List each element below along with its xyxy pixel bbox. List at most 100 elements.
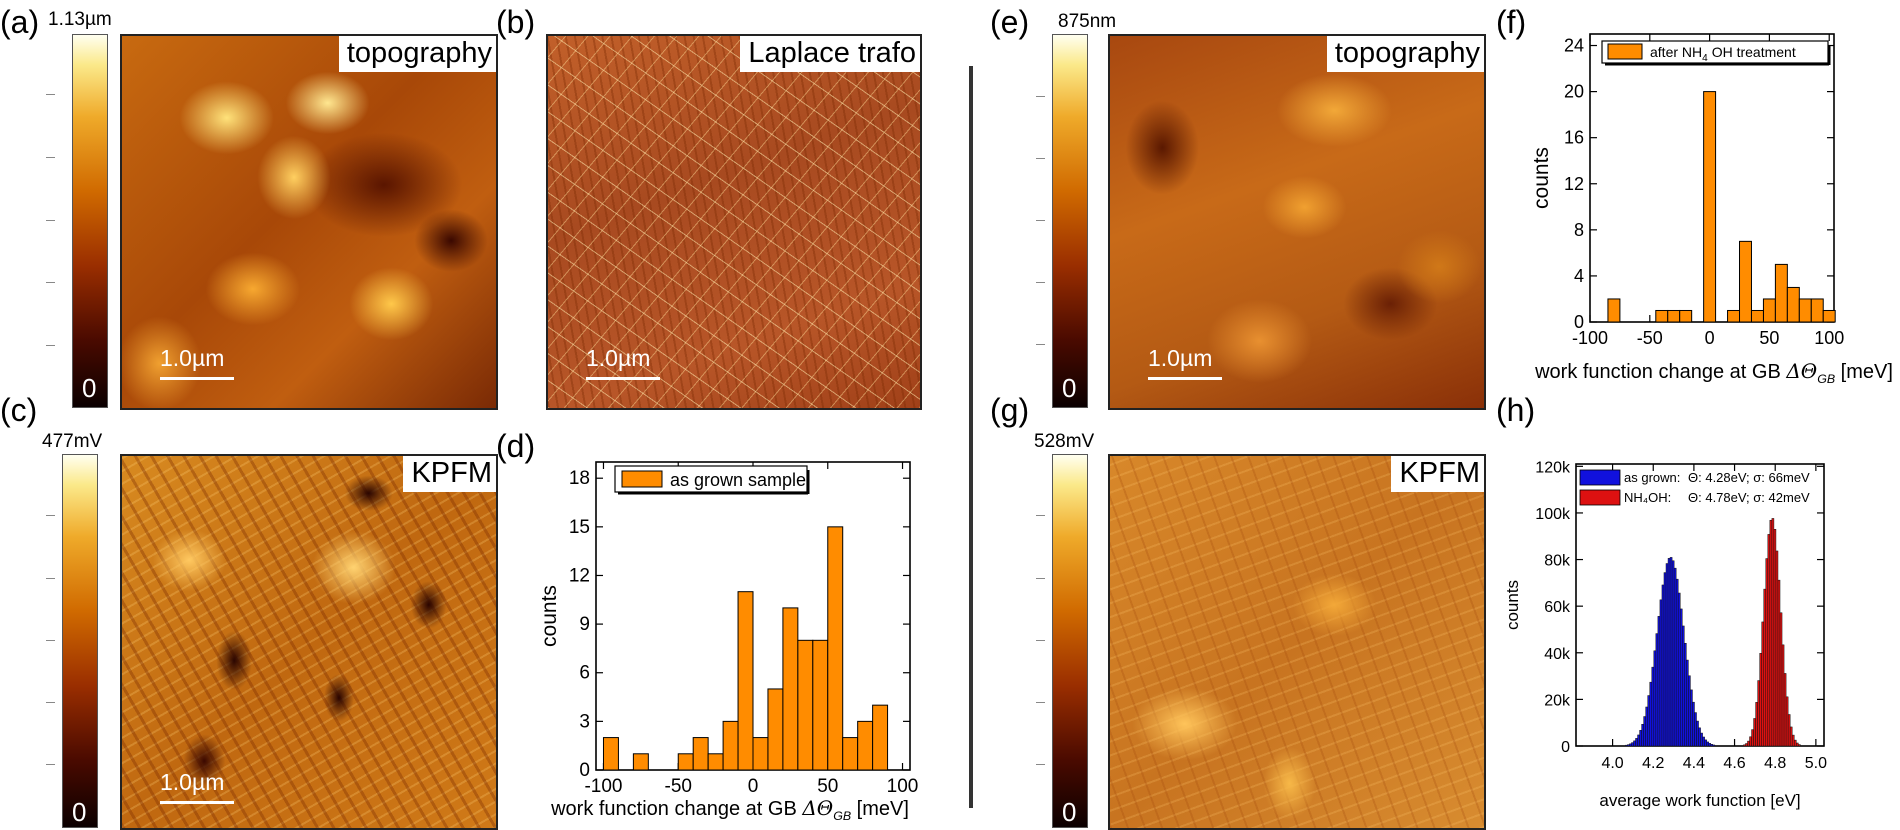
colorbar-min-c: 0 <box>72 797 87 827</box>
y-tick-label: 15 <box>569 517 590 538</box>
histogram-bar <box>1682 625 1685 747</box>
scalebar-label-c: 1.0µm <box>160 769 225 795</box>
histogram-bar <box>1700 732 1703 747</box>
scalebar-c <box>160 801 234 804</box>
histogram-bar <box>1684 643 1687 747</box>
colorbar-g: 0 <box>1052 454 1088 828</box>
histogram-bar <box>1761 621 1764 747</box>
y-tick-label: 0 <box>579 760 590 781</box>
colorbar-max-c: 477mV <box>42 431 103 452</box>
x-tick-label: 4.6 <box>1723 755 1745 772</box>
x-tick-label: 100 <box>887 776 919 797</box>
histogram-bar <box>1708 743 1711 747</box>
laplace-image-b: Laplace trafo 1.0µm <box>546 34 922 410</box>
histogram-bar <box>1667 558 1671 747</box>
histogram-bar <box>1710 744 1714 747</box>
histogram-bar <box>1763 588 1767 747</box>
legend-swatch <box>1579 469 1621 486</box>
scalebar-b <box>586 377 660 380</box>
image-title-g: KPFM <box>1391 456 1484 492</box>
histogram-bar <box>842 737 859 771</box>
y-tick-label: 80k <box>1544 553 1571 570</box>
histogram-bar <box>1793 739 1797 747</box>
y-tick-label: 100k <box>1535 506 1571 523</box>
histogram-bar <box>1783 673 1787 747</box>
y-tick-label: 60k <box>1544 599 1571 616</box>
legend-label: after NH4 OH treatment <box>1650 44 1796 64</box>
histogram-bar <box>872 704 889 771</box>
histogram-bar <box>1750 309 1764 323</box>
histogram-bar <box>1651 666 1655 747</box>
x-tick-label: -50 <box>665 776 692 797</box>
histogram-bar <box>1757 680 1760 747</box>
histogram-bar <box>1765 558 1769 747</box>
histogram-bar <box>1739 240 1752 323</box>
panel-label-b: (b) <box>496 4 536 40</box>
histogram-bar <box>1747 740 1750 747</box>
panel-divider <box>969 66 973 808</box>
image-title-b: Laplace trafo <box>740 36 920 72</box>
histogram-bar <box>1639 730 1642 747</box>
y-tick-label: 4 <box>1574 266 1584 286</box>
histogram-bar <box>1669 557 1673 747</box>
y-tick-label: 0 <box>1574 312 1584 332</box>
legend-series-name: as grown: <box>1624 470 1680 485</box>
x-tick-label: -100 <box>584 776 622 797</box>
histogram-bar <box>767 688 784 771</box>
panel-label-h: (h) <box>1496 392 1536 428</box>
colorbar-min-e: 0 <box>1062 373 1077 403</box>
topography-image-e: topography 1.0µm <box>1108 34 1486 410</box>
histogram-bar <box>1791 734 1795 747</box>
histogram-bar <box>1655 633 1659 747</box>
image-title-e: topography <box>1326 36 1484 72</box>
x-tick-label: 4.8 <box>1764 755 1786 772</box>
histogram-bar <box>1647 695 1650 747</box>
y-tick-label: 40k <box>1544 646 1571 663</box>
histogram-bar <box>1751 729 1754 747</box>
histogram-bar <box>632 753 649 771</box>
histogram-bar <box>1649 681 1653 747</box>
scalebar-label-b: 1.0µm <box>586 345 651 371</box>
histogram-bar <box>1775 550 1779 747</box>
panel-label-f: (f) <box>1496 4 1527 40</box>
histogram-bar <box>812 639 829 771</box>
y-tick-label: 120k <box>1535 459 1571 476</box>
histogram-bar <box>1657 616 1661 747</box>
x-axis-label: work function change at GB ΔΘGB [meV] <box>550 796 909 823</box>
histogram-bar <box>1777 579 1781 747</box>
colorbar-c: 0 <box>62 454 98 828</box>
histogram-bar <box>1785 696 1789 747</box>
histogram-bar <box>602 737 619 771</box>
kpfm-image-c: KPFM 1.0µm <box>120 454 498 830</box>
legend-series-name: NH₄OH: <box>1624 490 1671 505</box>
x-tick-label: 50 <box>1759 328 1779 348</box>
x-tick-label: 4.0 <box>1601 755 1623 772</box>
histogram-bar <box>1706 741 1709 747</box>
histogram-bar <box>782 607 799 771</box>
histogram-bar <box>1703 91 1717 323</box>
histogram-bar <box>1673 567 1677 747</box>
histogram-bar <box>1631 742 1634 747</box>
y-tick-label: 0 <box>1561 739 1570 756</box>
histogram-bar <box>1690 689 1693 747</box>
x-tick-label: -50 <box>1637 328 1663 348</box>
histogram-bar <box>1643 716 1646 747</box>
y-tick-label: 8 <box>1574 220 1584 240</box>
histogram-bar <box>1641 723 1644 747</box>
colorbar-e: 0 <box>1052 34 1088 408</box>
histogram-bar <box>1702 736 1705 747</box>
legend-label: as grown sample <box>670 470 806 490</box>
colorbar-max-a: 1.13µm <box>48 9 112 30</box>
histogram-bar <box>1665 563 1669 747</box>
panel-label-a: (a) <box>0 4 40 40</box>
scalebar-a <box>160 377 234 380</box>
x-tick-label: 4.4 <box>1683 755 1705 772</box>
histogram-bar <box>1810 298 1824 323</box>
histogram-bar <box>1781 644 1785 747</box>
histogram-bar <box>1743 744 1746 747</box>
colorbar-min-g: 0 <box>1062 797 1077 827</box>
histogram-bar <box>1637 734 1640 747</box>
x-tick-label: 0 <box>748 776 759 797</box>
y-tick-label: 16 <box>1564 128 1584 148</box>
panel-label-g: (g) <box>990 392 1030 428</box>
